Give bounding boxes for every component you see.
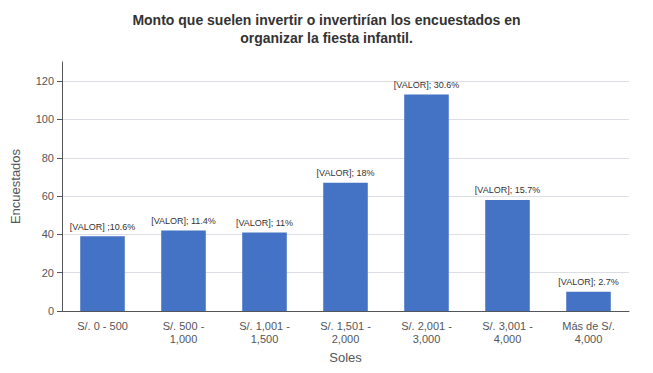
svg-text:S/. 3,001 -: S/. 3,001 - (482, 320, 533, 332)
svg-text:Encuestados: Encuestados (8, 148, 23, 224)
svg-text:[VALOR]; 11%: [VALOR]; 11% (236, 218, 293, 228)
svg-text:1,500: 1,500 (251, 333, 279, 345)
svg-text:4,000: 4,000 (494, 333, 522, 345)
svg-text:80: 80 (42, 152, 54, 164)
svg-text:2,000: 2,000 (332, 333, 360, 345)
svg-text:4,000: 4,000 (575, 333, 603, 345)
svg-text:20: 20 (42, 267, 54, 279)
svg-text:S/. 2,001 -: S/. 2,001 - (401, 320, 452, 332)
svg-text:120: 120 (36, 75, 54, 87)
svg-text:S/. 500 -: S/. 500 - (163, 320, 205, 332)
svg-text:Soles: Soles (329, 350, 362, 365)
svg-text:3,000: 3,000 (413, 333, 441, 345)
svg-text:S/. 1,001 -: S/. 1,001 - (239, 320, 290, 332)
svg-text:organizar la fiesta infantil.: organizar la fiesta infantil. (240, 30, 413, 46)
svg-text:S/. 0 - 500: S/. 0 - 500 (77, 320, 128, 332)
svg-text:[VALOR]; 15.7%: [VALOR]; 15.7% (475, 185, 540, 195)
svg-text:Monto que suelen invertir o in: Monto que suelen invertir o invertirían … (132, 12, 520, 28)
svg-text:[VALOR]; 2.7%: [VALOR]; 2.7% (558, 277, 618, 287)
svg-text:[VALOR] ;10.6%: [VALOR] ;10.6% (70, 222, 135, 232)
svg-text:S/. 1,501 -: S/. 1,501 - (320, 320, 371, 332)
svg-text:100: 100 (36, 113, 54, 125)
svg-text:[VALOR]; 18%: [VALOR]; 18% (317, 168, 375, 178)
svg-text:60: 60 (42, 190, 54, 202)
svg-text:[VALOR]; 30.6%: [VALOR]; 30.6% (394, 80, 459, 90)
svg-text:[VALOR]; 11.4%: [VALOR]; 11.4% (151, 216, 216, 226)
svg-text:40: 40 (42, 228, 54, 240)
svg-text:1,000: 1,000 (170, 333, 198, 345)
svg-text:Más de S/.: Más de S/. (562, 320, 615, 332)
svg-text:0: 0 (48, 305, 54, 317)
